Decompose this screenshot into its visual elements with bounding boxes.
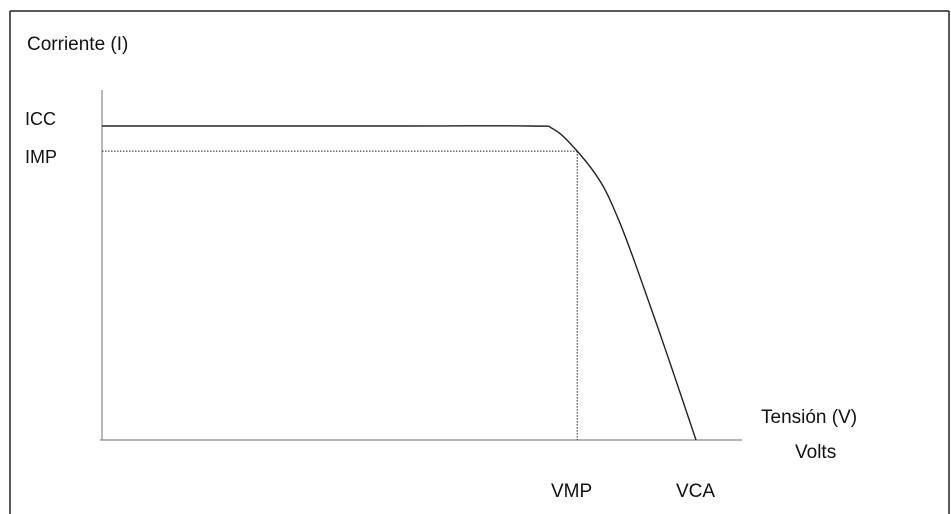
y-tick-imp: IMP (25, 147, 57, 167)
y-tick-icc: ICC (25, 109, 56, 129)
y-axis-label: Corriente (I) (27, 34, 128, 55)
iv-curve (102, 125, 697, 441)
x-tick-vca: VCA (676, 481, 715, 502)
x-tick-vmp: VMP (551, 481, 592, 502)
x-axis-unit-label: Volts (795, 442, 836, 463)
x-axis-label: Tensión (V) (761, 407, 857, 428)
